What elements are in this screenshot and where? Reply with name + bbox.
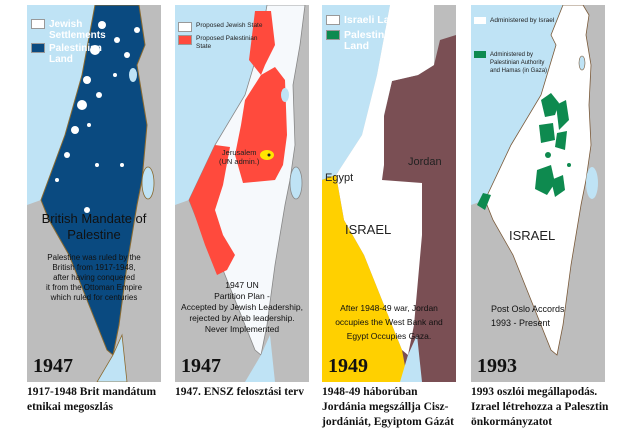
jordan-label: Jordan: [408, 156, 442, 168]
legend-item-proposed-palestinian-state: Proposed Palestinian State: [178, 35, 258, 51]
legend-label: Administered by Palestinian Authority an…: [490, 52, 548, 74]
legend-label: Proposed Jewish State: [196, 22, 263, 29]
israel-label: ISRAEL: [345, 222, 392, 237]
map-note: Palestine was ruled by the British from 1…: [45, 253, 143, 302]
legend-swatch-white: [326, 15, 340, 25]
egypt-label: Egypt: [325, 172, 354, 184]
map-1993: [471, 5, 598, 356]
map-panel-1947-un-partition: Proposed Jewish State Proposed Palestini…: [175, 5, 309, 382]
legend-item-palestinian-land: Palestinian Land: [326, 30, 404, 52]
legend-item-jewish-settlements: Jewish Settlements: [31, 19, 109, 41]
caption-2: 1947. ENSZ felosztási terv: [175, 386, 305, 398]
legend-item-proposed-jewish-state: Proposed Jewish State: [178, 22, 262, 32]
legend-swatch-green: [474, 51, 486, 58]
year-label: 1947: [181, 355, 221, 377]
israel-label: ISRAEL: [509, 228, 556, 243]
legend-swatch-blue: [31, 43, 45, 53]
year-label: 1993: [477, 355, 517, 377]
legend-label: Palestinian Land: [49, 43, 102, 65]
legend-swatch-white: [474, 17, 486, 24]
year-label: 1947: [33, 355, 73, 377]
legend-swatch-white: [31, 19, 45, 29]
legend-label: Administered by Israel: [490, 17, 555, 24]
map-1947-partition: [175, 5, 306, 382]
legend-label: Jewish Settlements: [49, 19, 106, 41]
map-note: 1947 UN Partition Plan - Accepted by Jewis…: [181, 280, 303, 334]
caption-1: 1917-1948 Brit mandátum etnikai megoszlás: [27, 386, 157, 413]
legend-item-palestinian-land: Palestinian Land: [31, 43, 109, 65]
legend-label: Palestinian Land: [344, 29, 400, 52]
map-1947-mandate: [27, 5, 155, 382]
map-panel-1993-oslo: Administered by Israel Administered by P…: [471, 5, 605, 382]
year-label: 1949: [328, 355, 368, 377]
legend-item-administered-by-israel: Administered by Israel: [474, 17, 554, 25]
legend-item-administered-by-pa: Administered by Palestinian Authority an…: [474, 51, 552, 75]
map-note: Post Oslo Accords 1993 - Present: [491, 304, 565, 328]
jerusalem-label: Jerusalem (UN admin.): [219, 148, 260, 166]
legend-label: Israeli Land: [344, 14, 403, 26]
map-note: After 1948-49 war, Jordan occupies the We…: [335, 303, 443, 341]
legend-item-israeli-land: Israeli Land: [326, 15, 402, 26]
legend-swatch-red: [178, 35, 192, 45]
map-panel-1947-british-mandate: Jewish Settlements Palestinian Land Brit…: [27, 5, 161, 382]
map-title: British Mandate of Palestine: [41, 211, 147, 242]
caption-4: 1993 oszlói megállapodás. Izrael létrehoz…: [471, 386, 609, 428]
caption-3: 1948-49 háborúban Jordánia megszállja Cis…: [322, 386, 454, 428]
legend-swatch-white: [178, 22, 192, 32]
map-panel-1949: Israeli Land Palestinian Land Egypt Jord…: [322, 5, 456, 382]
legend-label: Proposed Palestinian State: [196, 35, 258, 50]
map-1949: [322, 5, 456, 382]
legend-swatch-green: [326, 30, 340, 40]
